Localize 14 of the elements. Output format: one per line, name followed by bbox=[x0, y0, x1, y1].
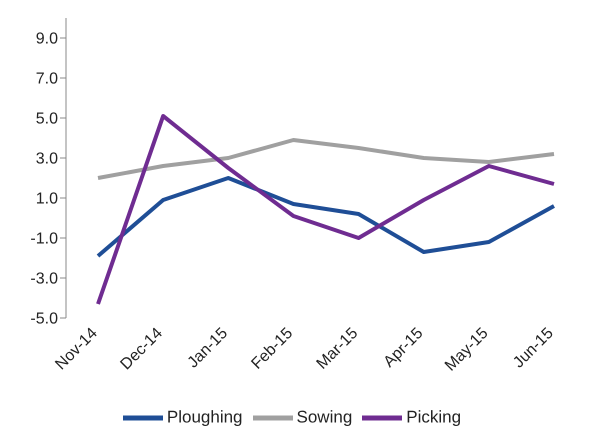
legend-label: Ploughing bbox=[166, 407, 243, 426]
line-series bbox=[96, 114, 556, 306]
y-tick-label: -3.0 bbox=[30, 270, 58, 288]
line-series bbox=[96, 176, 556, 258]
y-tick-label: -5.0 bbox=[30, 310, 58, 328]
legend-label: Picking bbox=[406, 407, 462, 426]
y-tick-label: 9.0 bbox=[36, 30, 58, 48]
y-tick-label: 7.0 bbox=[36, 70, 58, 88]
line-series bbox=[96, 138, 556, 180]
y-tick-label: -1.0 bbox=[30, 230, 58, 248]
y-tick-label: 5.0 bbox=[36, 110, 58, 128]
legend-label: Sowing bbox=[296, 407, 352, 426]
y-tick-label: 1.0 bbox=[36, 190, 58, 208]
y-tick-label: 3.0 bbox=[36, 150, 58, 168]
